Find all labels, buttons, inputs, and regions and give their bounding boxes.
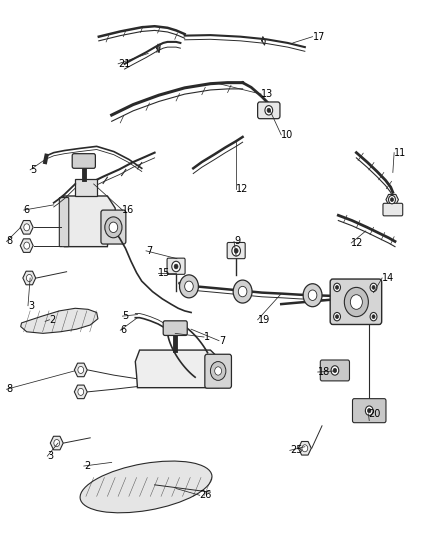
Circle shape: [174, 264, 178, 269]
Text: 25: 25: [290, 446, 302, 455]
Circle shape: [334, 283, 340, 292]
Circle shape: [210, 361, 226, 381]
Text: 17: 17: [313, 31, 325, 42]
FancyBboxPatch shape: [353, 399, 386, 423]
Text: 2: 2: [49, 315, 56, 325]
Circle shape: [24, 224, 30, 231]
Text: 5: 5: [30, 165, 36, 175]
FancyBboxPatch shape: [59, 198, 69, 247]
Text: 7: 7: [146, 246, 152, 256]
Circle shape: [238, 286, 247, 297]
Circle shape: [54, 440, 60, 447]
Circle shape: [172, 261, 180, 272]
Circle shape: [234, 248, 238, 253]
Circle shape: [267, 108, 271, 112]
Circle shape: [331, 366, 339, 375]
Circle shape: [78, 366, 84, 374]
Circle shape: [370, 283, 377, 292]
Polygon shape: [23, 271, 36, 285]
FancyBboxPatch shape: [320, 360, 350, 381]
Text: 21: 21: [118, 59, 131, 69]
Polygon shape: [20, 221, 33, 234]
Circle shape: [344, 287, 368, 317]
Circle shape: [215, 367, 222, 375]
Text: 13: 13: [261, 89, 273, 99]
Text: 1: 1: [204, 332, 210, 342]
Circle shape: [372, 286, 375, 289]
Text: 10: 10: [281, 130, 293, 140]
Polygon shape: [20, 239, 33, 253]
Polygon shape: [74, 385, 87, 399]
Text: 19: 19: [258, 315, 270, 325]
Text: 3: 3: [47, 451, 53, 461]
Circle shape: [78, 389, 84, 395]
Circle shape: [350, 295, 362, 309]
Text: 11: 11: [394, 148, 406, 158]
Circle shape: [232, 246, 240, 256]
Text: 5: 5: [123, 311, 129, 321]
Text: 14: 14: [382, 273, 394, 283]
Text: 2: 2: [84, 461, 90, 471]
Circle shape: [109, 222, 118, 232]
FancyBboxPatch shape: [205, 354, 231, 388]
Polygon shape: [298, 441, 311, 455]
Text: 26: 26: [200, 490, 212, 500]
Circle shape: [185, 281, 193, 292]
Polygon shape: [50, 437, 63, 450]
Circle shape: [367, 409, 371, 413]
Polygon shape: [74, 363, 87, 377]
FancyBboxPatch shape: [72, 154, 95, 168]
Circle shape: [180, 275, 198, 298]
Text: 8: 8: [7, 384, 13, 394]
Ellipse shape: [80, 461, 212, 513]
Circle shape: [365, 406, 373, 415]
Circle shape: [370, 312, 377, 321]
Circle shape: [372, 315, 375, 319]
Text: 18: 18: [318, 367, 330, 377]
Polygon shape: [21, 308, 98, 333]
Polygon shape: [64, 196, 116, 247]
Text: 7: 7: [219, 336, 225, 346]
FancyBboxPatch shape: [258, 102, 280, 119]
FancyBboxPatch shape: [227, 243, 245, 259]
Text: 16: 16: [123, 205, 134, 215]
Circle shape: [24, 242, 30, 249]
FancyBboxPatch shape: [163, 321, 187, 335]
Text: 8: 8: [7, 237, 13, 246]
Text: 6: 6: [120, 325, 127, 335]
Text: 9: 9: [234, 237, 240, 246]
Circle shape: [389, 196, 396, 204]
Circle shape: [233, 280, 252, 303]
Text: 12: 12: [351, 238, 364, 248]
Circle shape: [302, 445, 308, 452]
FancyBboxPatch shape: [330, 279, 381, 325]
Circle shape: [390, 198, 393, 201]
Polygon shape: [135, 350, 223, 387]
Circle shape: [308, 290, 317, 301]
Text: 12: 12: [236, 184, 248, 194]
FancyBboxPatch shape: [383, 203, 403, 216]
Text: 3: 3: [28, 301, 34, 311]
Circle shape: [26, 274, 32, 281]
Circle shape: [265, 106, 272, 115]
Circle shape: [303, 284, 322, 306]
Circle shape: [336, 315, 339, 319]
Circle shape: [336, 286, 339, 289]
FancyBboxPatch shape: [101, 210, 126, 244]
Polygon shape: [386, 195, 399, 205]
FancyBboxPatch shape: [167, 258, 185, 274]
Text: 15: 15: [158, 268, 170, 278]
Circle shape: [105, 217, 122, 238]
Text: 6: 6: [24, 205, 30, 215]
Circle shape: [334, 312, 340, 321]
Polygon shape: [75, 179, 97, 196]
Text: 20: 20: [368, 409, 381, 419]
Circle shape: [333, 368, 337, 373]
